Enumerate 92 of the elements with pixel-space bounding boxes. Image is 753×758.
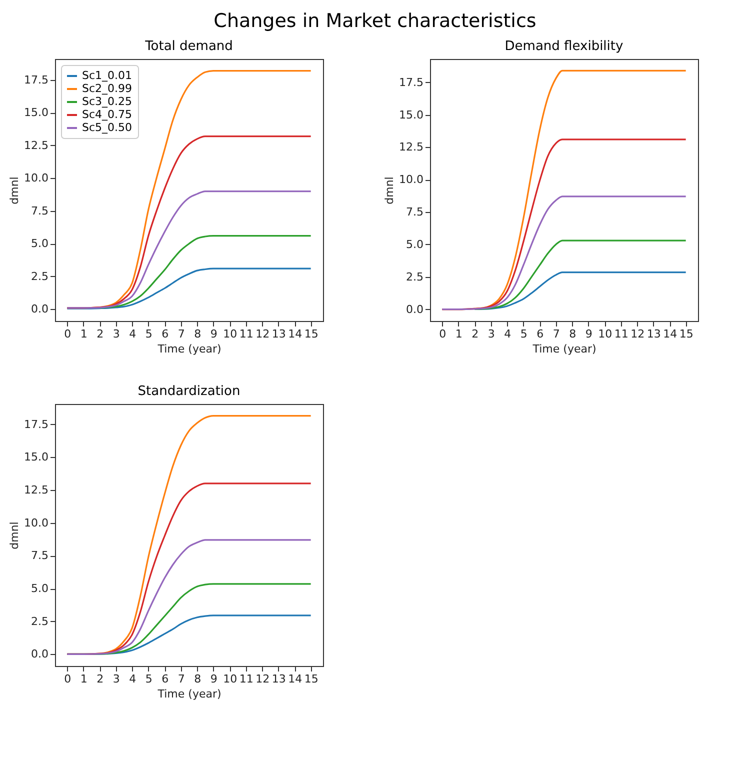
- x-tick-label: 0: [439, 328, 446, 340]
- x-tick-label: 5: [145, 328, 152, 340]
- x-tick-label: 11: [239, 328, 254, 340]
- legend-label: Sc1_0.01: [82, 69, 132, 82]
- x-tick-label: 1: [80, 672, 88, 686]
- y-axis-title: dmnl: [8, 522, 22, 550]
- line-series: [474, 240, 687, 310]
- x-tick-label: 5: [145, 672, 152, 686]
- x-tick-label: 12: [630, 328, 645, 340]
- x-tick-label: 12: [256, 328, 270, 340]
- y-tick-label: 15.0: [24, 450, 48, 464]
- x-tick-label: 14: [663, 328, 678, 340]
- x-tick-label: 3: [488, 328, 495, 340]
- x-tick-label: 6: [162, 328, 169, 340]
- y-tick-label: 5.0: [406, 238, 424, 251]
- legend-label: Sc3_0.25: [82, 95, 132, 108]
- y-tick-label: 7.5: [406, 206, 424, 219]
- x-tick-label: 7: [178, 672, 185, 686]
- y-tick-label: 12.5: [24, 484, 48, 497]
- x-tick-label: 4: [504, 328, 512, 340]
- legend-label: Sc4_0.75: [82, 108, 132, 121]
- x-tick-label: 9: [210, 328, 218, 340]
- x-tick-label: 11: [614, 328, 628, 340]
- x-tick-label: 15: [304, 328, 318, 340]
- x-tick-label: 10: [223, 328, 238, 340]
- y-tick-label: 0.0: [31, 302, 48, 316]
- x-axis-title: Time (year): [532, 342, 596, 356]
- y-tick-label: 17.5: [24, 73, 48, 86]
- chart-title: Demand flexibility: [504, 39, 624, 54]
- x-tick-label: 6: [162, 672, 169, 686]
- x-tick-label: 3: [112, 328, 120, 340]
- x-tick-label: 9: [585, 328, 592, 340]
- y-axis-title: dmnl: [8, 176, 22, 204]
- text: Changes in Market characteristics: [212, 9, 538, 34]
- x-tick-label: 1: [455, 328, 462, 340]
- x-axis-title: Time (year): [156, 342, 222, 356]
- x-tick-label: 13: [272, 672, 286, 686]
- x-tick-label: 6: [536, 328, 544, 340]
- y-tick-label: 0.0: [31, 648, 48, 661]
- y-axis-title: dmnl: [383, 176, 396, 204]
- x-tick-label: 0: [64, 328, 72, 340]
- line-series: [441, 196, 687, 310]
- x-tick-label: 14: [288, 672, 302, 686]
- y-tick-label: 5.0: [31, 237, 48, 250]
- x-tick-label: 2: [96, 328, 104, 340]
- x-tick-label: 2: [96, 672, 104, 686]
- y-tick-label: 5.0: [31, 582, 48, 596]
- x-tick-label: 3: [112, 672, 120, 686]
- y-tick-label: 15.0: [24, 106, 48, 120]
- legend-label: Sc5_0.50: [82, 121, 132, 134]
- x-tick-label: 14: [288, 328, 302, 340]
- x-tick-label: 10: [598, 328, 612, 340]
- x-tick-label: 15: [679, 328, 694, 340]
- y-tick-label: 2.5: [31, 270, 48, 283]
- x-axis-title: Time (year): [156, 688, 222, 700]
- x-tick-label: 13: [646, 328, 661, 340]
- x-tick-label: 13: [272, 328, 286, 340]
- y-tick-label: 17.5: [24, 418, 48, 431]
- x-tick-label: 8: [194, 328, 202, 340]
- y-tick-label: 12.5: [24, 138, 48, 152]
- y-tick-label: 10.0: [24, 516, 48, 530]
- chart-title: Total demand: [144, 39, 233, 54]
- x-tick-label: 0: [64, 672, 72, 686]
- y-tick-label: 7.5: [31, 204, 48, 218]
- x-tick-label: 11: [239, 672, 254, 686]
- x-tick-label: 7: [552, 328, 560, 340]
- y-tick-label: 2.5: [31, 614, 48, 628]
- line-series: [66, 539, 312, 655]
- line-series: [66, 268, 312, 310]
- y-tick-label: 2.5: [406, 270, 424, 284]
- x-tick-label: 2: [472, 328, 479, 340]
- x-tick-label: 8: [194, 672, 202, 686]
- y-tick-label: 10.0: [399, 173, 424, 186]
- y-tick-label: 12.5: [399, 140, 424, 154]
- y-tick-label: 0.0: [406, 302, 424, 316]
- x-tick-label: 10: [223, 672, 238, 686]
- y-tick-label: 15.0: [399, 108, 424, 122]
- x-tick-label: 7: [178, 328, 185, 340]
- x-tick-label: 15: [304, 672, 318, 686]
- chart-title: Standardization: [138, 384, 240, 399]
- legend-label: Sc2_0.99: [82, 82, 132, 95]
- x-tick-label: 9: [210, 672, 218, 686]
- y-tick-label: 17.5: [399, 76, 424, 89]
- y-tick-label: 10.0: [24, 172, 48, 185]
- y-tick-label: 7.5: [31, 549, 48, 562]
- line-series: [66, 190, 312, 309]
- x-tick-label: 12: [256, 672, 270, 686]
- x-tick-label: 1: [80, 328, 88, 340]
- x-tick-label: 4: [129, 672, 136, 686]
- x-tick-label: 8: [569, 328, 576, 340]
- x-tick-label: 4: [129, 328, 136, 340]
- x-tick-label: 5: [520, 328, 528, 340]
